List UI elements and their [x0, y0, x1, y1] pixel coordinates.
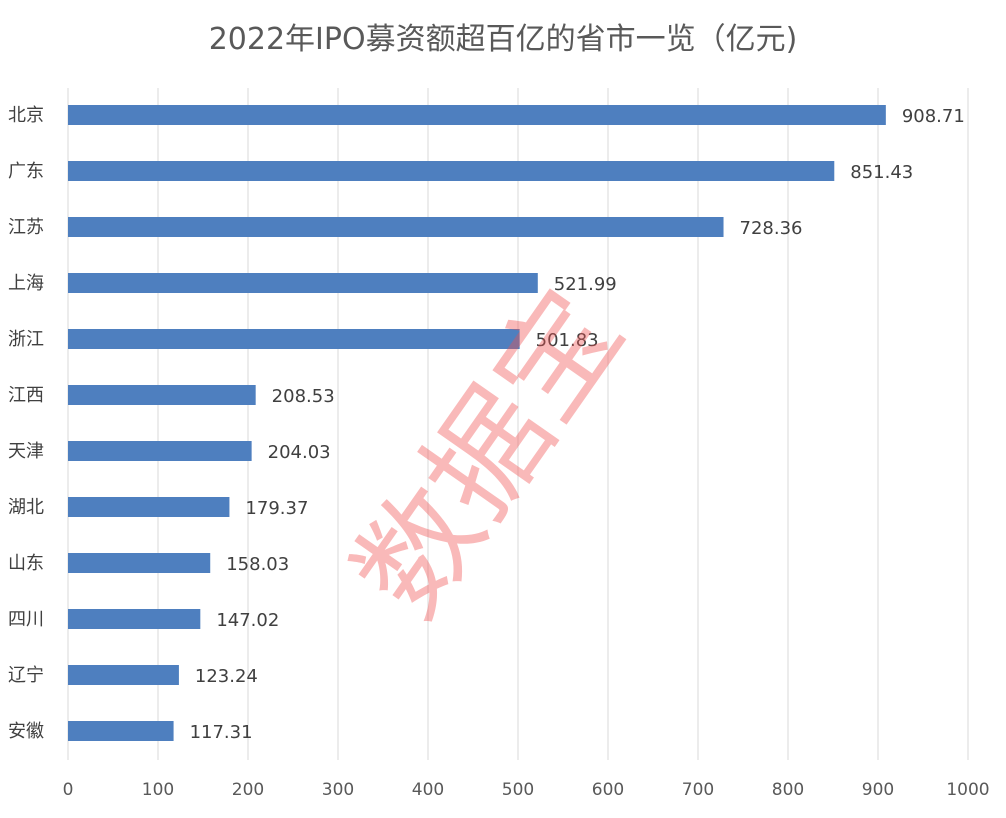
x-tick-label: 1000 — [946, 780, 989, 800]
bar — [68, 441, 252, 461]
bar — [68, 497, 230, 517]
bar — [68, 721, 174, 741]
data-label: 147.02 — [216, 610, 279, 631]
x-tick-label: 300 — [322, 780, 354, 800]
x-tick-label: 800 — [772, 780, 804, 800]
bar — [68, 161, 835, 181]
x-tick-label: 900 — [862, 780, 894, 800]
bar — [68, 609, 201, 629]
category-label: 江西 — [8, 385, 44, 406]
category-label: 广东 — [8, 161, 44, 182]
category-label: 山东 — [8, 553, 44, 574]
x-tick-label: 600 — [592, 780, 624, 800]
bar — [68, 385, 256, 405]
category-label: 上海 — [8, 273, 44, 294]
x-tick-label: 700 — [682, 780, 714, 800]
data-label: 521.99 — [554, 274, 617, 295]
data-label: 179.37 — [245, 498, 308, 519]
data-label: 851.43 — [850, 162, 913, 183]
x-tick-label: 400 — [412, 780, 444, 800]
chart-title: 2022年IPO募资额超百亿的省市一览（亿元) — [208, 22, 798, 57]
data-label: 117.31 — [190, 722, 253, 743]
bar — [68, 665, 179, 685]
x-tick-label: 200 — [232, 780, 264, 800]
bar — [68, 329, 520, 349]
data-label: 158.03 — [226, 554, 289, 575]
x-tick-label: 100 — [142, 780, 174, 800]
category-label: 四川 — [8, 609, 44, 630]
data-label: 208.53 — [272, 386, 335, 407]
x-tick-label: 500 — [502, 780, 534, 800]
bar — [68, 553, 211, 573]
bar — [68, 105, 886, 125]
category-label: 安徽 — [8, 721, 44, 742]
bar — [68, 273, 538, 293]
data-label: 123.24 — [195, 666, 258, 687]
bar — [68, 217, 724, 237]
category-label: 北京 — [8, 105, 44, 126]
data-label: 204.03 — [268, 442, 331, 463]
category-label: 浙江 — [8, 329, 44, 350]
category-label: 湖北 — [8, 497, 44, 518]
data-label: 501.83 — [536, 330, 599, 351]
category-label: 辽宁 — [8, 665, 44, 686]
data-label: 728.36 — [740, 218, 803, 239]
category-label: 天津 — [8, 441, 44, 462]
x-tick-label: 0 — [63, 780, 74, 800]
category-label: 江苏 — [8, 217, 44, 238]
data-label: 908.71 — [902, 106, 965, 127]
